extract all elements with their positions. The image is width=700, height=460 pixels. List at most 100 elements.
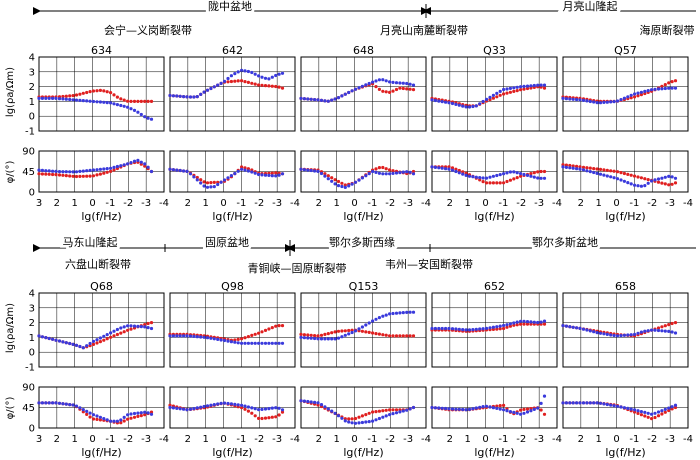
phi-point-red (88, 415, 92, 419)
rho-point-blue (270, 341, 274, 345)
rho-point-blue (575, 326, 579, 330)
phi-point-red (381, 409, 385, 413)
phi-point-blue (347, 184, 351, 188)
x-tick-label: -1 (236, 198, 246, 209)
region-label: 马东山隆起 (63, 235, 118, 249)
rho-point-blue (132, 324, 137, 328)
rho-point-blue (367, 321, 371, 325)
rho-point-blue (571, 325, 575, 329)
phi-point-blue (643, 410, 647, 414)
phi-point-red (105, 170, 109, 174)
phi-point-blue (461, 407, 465, 412)
rho-point-blue (253, 341, 257, 345)
phi-point-blue (615, 404, 620, 408)
phi-point-blue (333, 182, 337, 186)
rho-point-blue (64, 341, 68, 345)
rho-point-red (149, 321, 154, 325)
rho-point-blue (171, 94, 175, 98)
phi-point-red (122, 419, 126, 423)
rho-tick-label: 3 (29, 303, 35, 314)
phi-point-red (85, 174, 89, 178)
rho-point-blue (371, 80, 375, 84)
phi-point-red (98, 172, 102, 176)
rho-point-blue (85, 344, 89, 348)
phi-point-blue (195, 406, 199, 410)
phi-point-red (209, 181, 213, 185)
rho-point-blue (343, 92, 347, 96)
rho-point-red (377, 332, 381, 336)
phi-point-blue (302, 399, 306, 403)
phi-point-red (495, 404, 499, 408)
rho-point-blue (519, 319, 523, 323)
phi-point-red (673, 181, 678, 185)
rho-point-red (253, 332, 257, 336)
rho-point-blue (515, 85, 519, 89)
rho-point-blue (299, 335, 303, 339)
phi-point-blue (633, 183, 637, 187)
rho-point-blue (95, 100, 99, 104)
phi-point-blue (316, 401, 320, 405)
phi-point-blue (102, 417, 106, 421)
phi-point-blue (219, 401, 223, 405)
rho-point-blue (673, 331, 678, 335)
fault-label: 六盘山断裂带 (65, 257, 131, 271)
phi-point-red (622, 171, 627, 176)
rho-point-blue (306, 336, 310, 340)
phi-point-red (143, 164, 147, 168)
rho-point-red (105, 90, 109, 94)
phi-point-blue (353, 421, 358, 425)
phi-point-blue (484, 404, 489, 408)
rho-point-blue (319, 98, 324, 102)
rho-point-blue (233, 340, 237, 344)
rho-point-blue (612, 100, 616, 104)
rho-point-blue (250, 70, 254, 75)
phi-tick-label: 90 (22, 147, 35, 158)
phi-point-blue (464, 173, 468, 177)
phi-point-red (250, 411, 254, 415)
rho-point-blue (139, 325, 143, 329)
rho-point-red (246, 80, 250, 84)
rho-point-blue (54, 338, 58, 342)
rho-point-blue (437, 326, 441, 331)
phi-point-red (270, 171, 274, 175)
rho-point-blue (377, 78, 381, 82)
phi-point-red (243, 407, 247, 411)
rho-point-red (250, 81, 254, 85)
phi-point-red (388, 408, 392, 412)
rho-point-red (340, 329, 344, 333)
phi-point-red (575, 164, 579, 168)
phi-point-blue (622, 406, 627, 410)
sounding-panel-652: 652 2 1 0 -1 -2 -3 -4 lg(f/Hz) (430, 280, 562, 459)
rho-point-blue (357, 86, 361, 90)
region-label: 固原盆地 (205, 235, 249, 249)
phi-point-blue (464, 408, 468, 412)
rho-point-blue (457, 103, 461, 107)
x-tick-label: -1 (367, 198, 377, 209)
phi-point-blue (340, 416, 344, 420)
phi-point-red (522, 407, 526, 411)
sounding-panel-Q57: Q57 2 1 0 -1 -2 -3 -4 lg(f/Hz) (561, 44, 693, 223)
rho-point-blue (539, 320, 543, 324)
rho-point-blue (401, 81, 405, 85)
phi-point-blue (575, 167, 579, 171)
phi-point-blue (263, 173, 268, 177)
phi-point-blue (667, 174, 671, 178)
phi-point-blue (437, 406, 441, 410)
phi-point-red (263, 416, 268, 420)
phi-point-red (512, 177, 516, 181)
rho-point-red (250, 333, 254, 337)
phi-point-red (47, 172, 51, 176)
rho-point-blue (205, 336, 210, 340)
phi-point-red (85, 412, 89, 416)
rho-point-blue (433, 98, 437, 103)
rho-point-red (508, 324, 512, 328)
rho-tick-label: 0 (29, 112, 35, 123)
rho-point-blue (54, 96, 58, 100)
phi-point-blue (122, 163, 126, 167)
rho-point-blue (98, 336, 102, 340)
rho-point-red (515, 89, 519, 93)
x-tick-label: -2 (647, 198, 657, 209)
phi-tick-label: 90 (22, 383, 35, 394)
phi-point-blue (81, 408, 85, 412)
phi-point-blue (394, 171, 399, 175)
